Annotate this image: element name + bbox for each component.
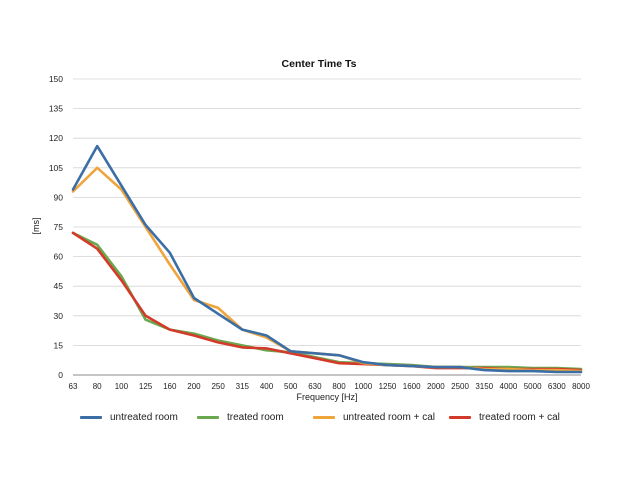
legend-label: untreated room [110,411,178,423]
y-tick-label: 75 [54,222,64,232]
x-tick-label: 500 [284,382,298,391]
x-tick-label: 100 [115,382,129,391]
y-tick-labels: 0 15 30 45 60 75 90 105 120 135 150 [49,74,63,380]
x-tick-label: 200 [187,382,201,391]
x-tick-label: 8000 [572,382,590,391]
series-line-untreated-room-cal [71,166,583,373]
x-tick-label: 1000 [354,382,372,391]
legend-label: treated room [227,411,284,423]
y-tick-label: 45 [54,281,64,291]
legend-label: treated room + cal [479,411,560,423]
x-tick-label: 250 [211,382,225,391]
y-tick-label: 120 [49,133,63,143]
x-tick-label: 4000 [500,382,518,391]
series-lines [71,144,583,374]
x-tick-label: 63 [69,382,78,391]
x-tick-label: 1600 [403,382,421,391]
chart-title: Center Time Ts [282,58,357,70]
series-line-treated-room-cal [71,231,583,372]
x-tick-label: 800 [332,382,346,391]
y-tick-label: 0 [58,370,63,380]
x-axis-label: Frequency [Hz] [296,392,357,402]
x-tick-label: 400 [260,382,274,391]
legend-swatch [80,415,102,419]
y-tick-label: 90 [54,192,64,202]
gridlines [73,78,581,376]
series-line-treated-room [71,231,583,371]
y-tick-label: 105 [49,163,63,173]
y-tick-label: 150 [49,74,63,84]
x-tick-label: 6300 [548,382,566,391]
y-tick-label: 135 [49,104,63,114]
x-tick-label: 630 [308,382,322,391]
x-tick-label: 2000 [427,382,445,391]
y-tick-label: 60 [54,252,64,262]
series-line-untreated-room [71,144,583,374]
x-tick-label: 160 [163,382,177,391]
x-tick-label: 5000 [524,382,542,391]
x-tick-label: 315 [236,382,250,391]
x-tick-label: 80 [93,382,102,391]
y-tick-label: 15 [54,340,64,350]
x-tick-label: 1250 [379,382,397,391]
legend-swatch [449,415,471,419]
x-tick-label: 2500 [451,382,469,391]
legend-swatch [313,415,335,419]
x-tick-label: 3150 [475,382,493,391]
legend-label: untreated room + cal [343,411,435,423]
chart-legend: untreated room treated room untreated room… [0,409,640,425]
x-tick-labels: 63 80 100 125 160 200 250 315 400 500 630 800 1000 12… [69,382,591,391]
legend-item: untreated room + cal [313,409,435,425]
legend-item: treated room [197,409,284,425]
x-tick-label: 125 [139,382,153,391]
y-axis-label: [ms] [31,218,41,235]
legend-item: treated room + cal [449,409,560,425]
legend-item: untreated room [80,409,178,425]
y-tick-label: 30 [54,311,64,321]
legend-swatch [197,415,219,419]
